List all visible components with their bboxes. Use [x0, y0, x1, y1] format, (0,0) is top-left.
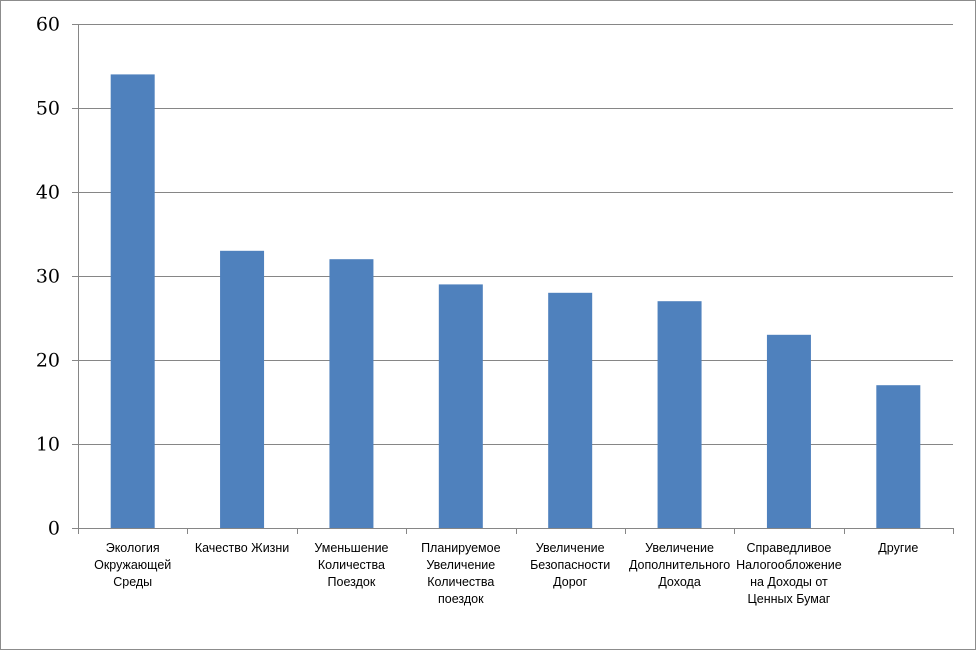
x-category-label-line: Ценных Бумаг [748, 592, 831, 606]
x-category-label-line: Увеличение [426, 558, 495, 572]
x-category-label-line: Количества [427, 575, 494, 589]
bar [657, 301, 702, 528]
bar [548, 292, 593, 528]
x-category-label-line: Экология [106, 541, 160, 555]
x-category-label-line: Увеличение [536, 541, 605, 555]
bar [220, 250, 265, 529]
x-category-label-line: Справедливое [747, 541, 832, 555]
y-tick-label: 60 [36, 14, 60, 36]
y-tick-label: 0 [48, 518, 60, 540]
x-category-label: Планируемое Увеличение Количества поездок [421, 541, 501, 606]
x-category-label: Экология Окружающей Среды [94, 541, 171, 589]
x-category-label: Увеличение Безопасности Дорог [530, 541, 610, 589]
y-tick-label: 50 [36, 98, 60, 120]
bar [329, 259, 374, 528]
bar [438, 284, 483, 528]
x-category-label-line: Увеличение [645, 541, 714, 555]
x-category-label: Качество Жизни [195, 541, 289, 555]
y-tick-label: 40 [36, 182, 60, 204]
x-category-label-line: на Доходы от [750, 575, 828, 589]
x-category-label-line: Дополнительного [629, 558, 730, 572]
x-category-label-line: Среды [113, 575, 152, 589]
x-category-label-line: Окружающей [94, 558, 171, 572]
bar [110, 74, 155, 529]
x-category-label: Другие [878, 541, 918, 555]
x-category-label: Справедливое Налогообложение на Доходы от Ц… [736, 541, 842, 606]
y-tick-label: 20 [36, 350, 60, 372]
y-tick-label: 10 [36, 434, 60, 456]
x-category-label-line: Количества [318, 558, 385, 572]
x-category-label-line: поездок [438, 592, 484, 606]
x-category-label-line: Планируемое [421, 541, 501, 555]
x-category-label-line: Дорог [553, 575, 587, 589]
x-category-label-line: Уменьшение [314, 541, 388, 555]
x-category-label-line: Дохода [658, 575, 700, 589]
x-category-label-line: Налогообложение [736, 558, 842, 572]
x-category-label-line: Поездок [328, 575, 376, 589]
x-category-label: Уменьшение Количества Поездок [314, 541, 388, 589]
y-tick-label: 30 [36, 266, 60, 288]
x-category-label-line: Безопасности [530, 558, 610, 572]
x-category-label-line: Другие [878, 541, 918, 555]
bar [876, 385, 921, 528]
bar [766, 334, 811, 528]
x-category-label-line: Качество Жизни [195, 541, 289, 555]
x-category-label: Увеличение Дополнительного Дохода [629, 541, 730, 589]
